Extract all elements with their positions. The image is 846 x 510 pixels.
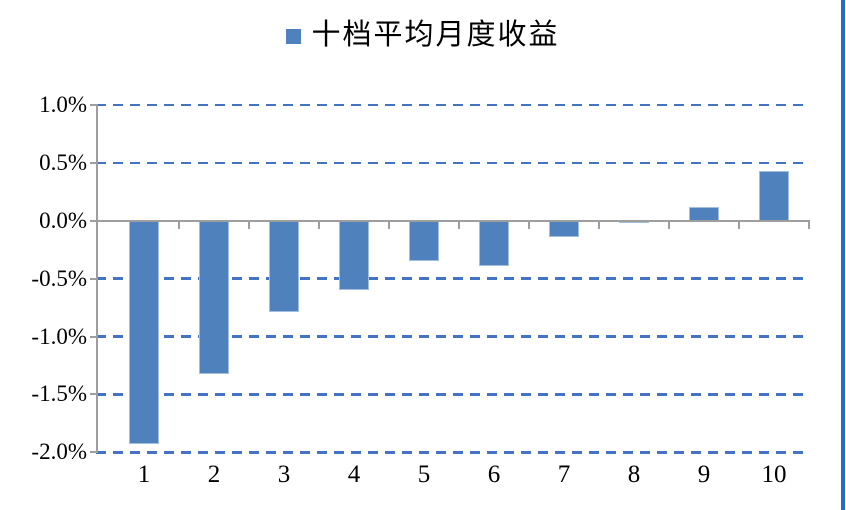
gridline [96,161,808,165]
y-axis-tick [90,335,97,338]
x-axis-tick [458,220,460,229]
x-axis-label: 2 [207,461,221,488]
y-axis-tick [90,393,97,396]
x-axis-tick [248,220,250,229]
page-right-border [841,0,845,510]
y-axis-tick [90,451,97,454]
x-axis-tick [388,220,390,229]
y-axis-tick [90,103,97,106]
bar-decile-2 [199,220,229,374]
x-axis-label: 7 [557,461,571,488]
x-axis-tick [598,220,600,229]
x-axis-label: 4 [347,461,361,488]
bar-decile-10 [759,170,789,221]
x-axis-tick [668,220,670,229]
y-axis-line [96,103,98,454]
bar-decile-4 [339,220,369,291]
x-axis-tick [808,220,810,229]
gridline [96,277,808,280]
gridline [96,335,808,338]
x-axis-line [96,219,810,222]
bar-decile-5 [409,220,439,262]
legend-series-label: 十档平均月度收益 [311,19,560,51]
gridline [96,393,808,396]
y-axis-label: -1.0% [31,323,87,349]
y-axis-label: -2.0% [31,439,87,465]
y-axis-label: -1.5% [31,381,87,407]
y-axis-label: -0.5% [31,265,87,291]
x-axis-label: 1 [137,461,151,488]
y-axis-tick [90,277,97,280]
bar-decile-6 [479,220,509,266]
x-axis-tick [528,220,530,229]
x-axis-label: 5 [417,461,431,488]
x-axis-label: 10 [761,461,787,488]
legend-series-swatch-icon [286,28,302,44]
x-axis-tick [178,220,180,229]
x-axis-label: 8 [627,461,641,488]
x-axis-label: 6 [487,461,501,488]
bar-decile-1 [129,220,159,445]
x-axis-tick [738,220,740,229]
chart-legend: 十档平均月度收益 [0,18,846,52]
bar-decile-3 [269,220,299,313]
x-axis-label: 3 [277,461,291,488]
y-axis-label: 0.5% [39,149,87,175]
gridline [96,103,808,107]
y-axis-label: 1.0% [39,91,87,117]
gridline [96,451,808,454]
x-axis-tick [318,220,320,229]
y-axis-tick [90,219,97,222]
x-axis-label: 9 [697,461,711,488]
y-axis-label: 0.0% [39,207,87,233]
y-axis-tick [90,161,97,164]
bar-decile-7 [549,220,579,237]
